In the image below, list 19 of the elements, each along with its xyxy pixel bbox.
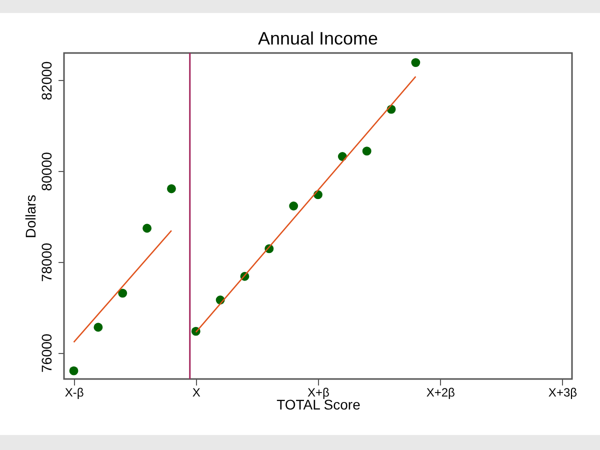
- point: [166, 184, 176, 194]
- point: [289, 202, 298, 210]
- y-tick-label: 80000: [38, 152, 54, 192]
- x-tick-label: X: [192, 386, 200, 400]
- x-tick-label: X-β: [64, 386, 84, 400]
- x-tick-label: X+β: [308, 386, 330, 400]
- point: [362, 146, 372, 156]
- point: [142, 224, 152, 233]
- y-tick-label: 82000: [38, 61, 54, 100]
- chart-title: Annual Income: [258, 28, 378, 48]
- point: [69, 366, 78, 376]
- y-axis-title: Dollars: [22, 194, 38, 238]
- y-tick-label: 76000: [38, 333, 54, 373]
- point: [94, 322, 103, 332]
- y-tick-label: 78000: [38, 242, 54, 282]
- x-tick-label: X+2β: [426, 386, 456, 400]
- x-tick-label: X+3β: [548, 386, 578, 400]
- point: [118, 288, 128, 298]
- point: [411, 58, 420, 67]
